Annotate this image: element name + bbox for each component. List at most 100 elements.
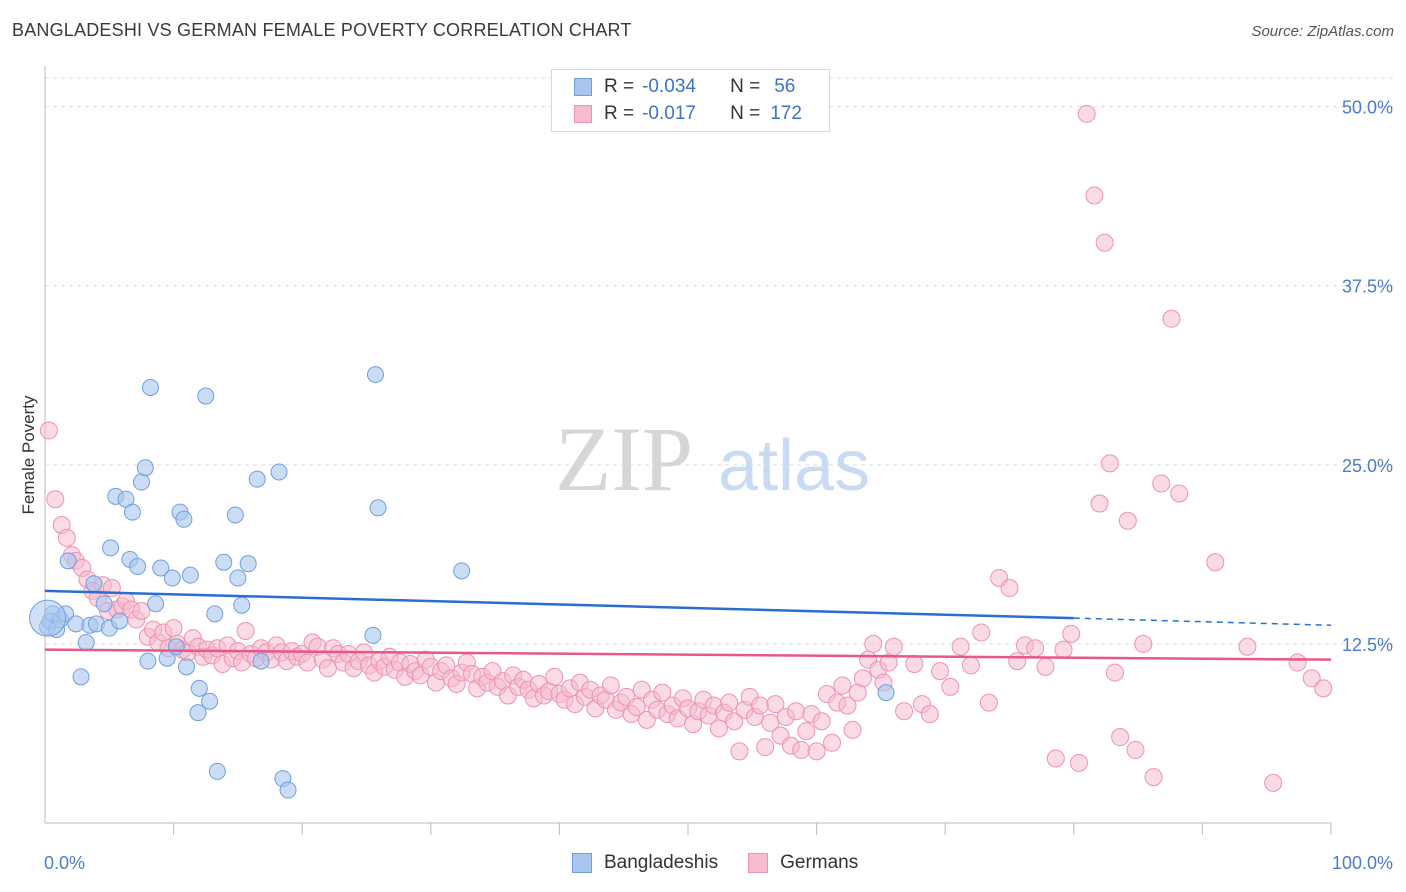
german-point <box>961 656 980 675</box>
y-tick-label: 37.5% <box>1342 277 1393 297</box>
german-point <box>792 740 811 759</box>
german-point <box>838 696 857 715</box>
german-point <box>1008 652 1027 671</box>
bangladeshi-point <box>369 499 387 517</box>
legend-r-label: R = <box>604 76 635 97</box>
german-point <box>1105 663 1124 682</box>
bangladeshi-point <box>206 605 224 623</box>
legend-item-bangladeshis: Bangladeshis <box>572 852 718 874</box>
bangladeshi-point <box>229 569 247 587</box>
german-point <box>941 677 960 696</box>
german-point <box>1288 653 1307 672</box>
bangladeshi-point-large <box>29 599 67 637</box>
bangladeshi-point <box>77 633 95 651</box>
german-point <box>236 622 255 641</box>
bangladeshi-point <box>367 366 385 384</box>
german-point <box>164 619 183 638</box>
german-point <box>627 697 646 716</box>
bangladeshi-point <box>270 463 288 481</box>
german-point <box>1170 484 1189 503</box>
bangladeshi-point <box>136 459 154 477</box>
bangladeshi-point <box>102 539 120 557</box>
bangladeshi-point <box>95 595 113 613</box>
german-point <box>1152 474 1171 493</box>
legend-row-germans: R = -0.017 N = 172 <box>574 102 802 126</box>
german-point <box>931 662 950 681</box>
german-point <box>1046 749 1065 768</box>
bangladeshi-point <box>197 387 215 405</box>
german-point <box>318 659 337 678</box>
german-point <box>545 667 564 686</box>
german-point <box>1054 640 1073 659</box>
bangladeshi-point <box>141 378 159 396</box>
bangladeshi-point <box>215 553 233 571</box>
bangladeshi-point <box>129 558 147 576</box>
german-point <box>823 733 842 752</box>
bangladeshi-point <box>239 555 257 573</box>
german-point <box>1302 669 1321 688</box>
bangladeshi-point <box>111 612 129 630</box>
bangladeshi-point <box>364 626 382 644</box>
bangladeshi-point <box>139 652 157 670</box>
correlation-legend: R = -0.034 N = 56 R = -0.017 N = 172 <box>551 69 830 132</box>
german-point <box>46 490 65 509</box>
y-tick-label: 12.5% <box>1342 635 1393 655</box>
german-point <box>1062 624 1081 643</box>
bangladeshi-point <box>208 762 226 780</box>
legend-n-label: N = <box>730 76 761 97</box>
legend-n-value: 172 <box>770 103 802 124</box>
german-point <box>1069 753 1088 772</box>
bangladeshi-point <box>72 668 90 686</box>
bangladeshi-point <box>152 559 170 577</box>
chart-title: BANGLADESHI VS GERMAN FEMALE POVERTY COR… <box>12 20 632 40</box>
legend-r-value: -0.034 <box>642 76 696 97</box>
legend-swatch-blue <box>574 78 592 96</box>
bangladeshi-point <box>167 638 185 656</box>
bangladeshi-point <box>132 473 150 491</box>
bangladeshi-point <box>147 595 165 613</box>
bangladeshi-point <box>252 652 270 670</box>
german-point <box>57 528 76 547</box>
german-point <box>725 712 744 731</box>
german-point <box>1162 309 1181 328</box>
watermark-atlas: atlas <box>718 426 870 506</box>
german-point <box>920 705 939 724</box>
legend-label: Germans <box>780 852 859 873</box>
bangladeshi-point <box>279 781 297 799</box>
germans-points <box>39 104 1333 792</box>
bangladeshi-point <box>123 503 141 521</box>
source-label: Source: ZipAtlas.com <box>1251 23 1394 40</box>
bangladeshi-point <box>453 562 471 580</box>
german-point <box>853 669 872 688</box>
legend-n-label: N = <box>730 103 761 124</box>
german-point <box>807 742 826 761</box>
legend-item-germans: Germans <box>748 852 858 874</box>
x-tick-label: 0.0% <box>44 853 85 873</box>
german-point <box>1238 637 1257 656</box>
legend-r-label: R = <box>604 103 635 124</box>
bangladeshi-point <box>201 692 219 710</box>
legend-swatch-pink <box>748 853 769 873</box>
german-point <box>1118 511 1137 530</box>
german-point <box>1314 679 1333 698</box>
german-point <box>1085 186 1104 205</box>
legend-swatch-blue <box>572 853 592 873</box>
bangladeshi-point <box>177 658 195 676</box>
german-point <box>979 693 998 712</box>
bangladeshi-point <box>175 510 193 528</box>
german-point <box>730 742 749 761</box>
german-point <box>1111 728 1130 747</box>
german-point <box>1264 773 1283 792</box>
german-point <box>1126 740 1145 759</box>
german-point <box>766 695 785 714</box>
y-tick-label: 25.0% <box>1342 456 1393 476</box>
bangladeshi-point <box>67 615 85 633</box>
bangladeshis-points <box>29 366 895 799</box>
german-point <box>884 637 903 656</box>
german-point <box>787 702 806 721</box>
legend-r-value: -0.017 <box>642 103 696 124</box>
german-point <box>132 601 151 620</box>
trend-lines <box>44 589 1332 661</box>
legend-swatch-pink <box>574 105 592 123</box>
german-point <box>1036 657 1055 676</box>
